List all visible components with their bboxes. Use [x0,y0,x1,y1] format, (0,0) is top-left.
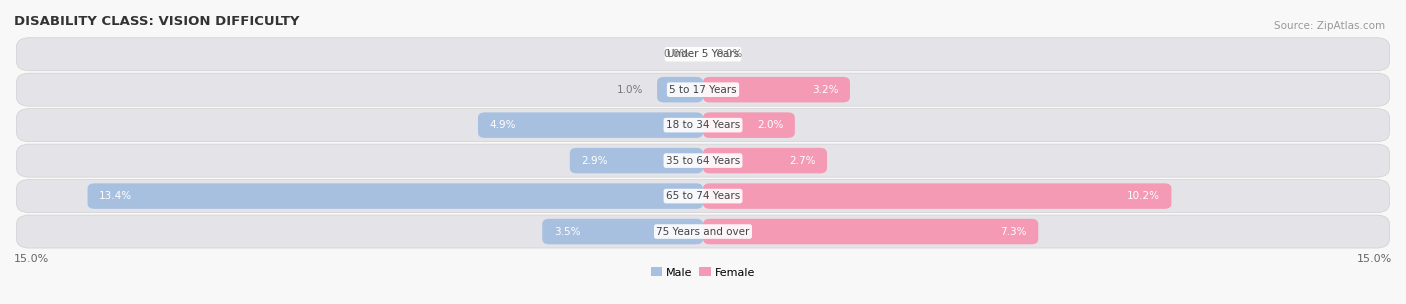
FancyBboxPatch shape [17,215,1389,248]
FancyBboxPatch shape [17,38,1389,71]
Text: 2.9%: 2.9% [581,156,607,166]
FancyBboxPatch shape [703,112,794,138]
Text: 0.0%: 0.0% [664,49,689,59]
Text: 15.0%: 15.0% [14,254,49,264]
FancyBboxPatch shape [17,144,1389,177]
FancyBboxPatch shape [569,148,703,173]
Text: 13.4%: 13.4% [98,191,132,201]
Text: 65 to 74 Years: 65 to 74 Years [666,191,740,201]
Text: 0.0%: 0.0% [717,49,742,59]
FancyBboxPatch shape [17,180,1389,212]
Text: Under 5 Years: Under 5 Years [666,49,740,59]
FancyBboxPatch shape [703,183,1171,209]
Text: 3.5%: 3.5% [554,226,581,237]
Text: 35 to 64 Years: 35 to 64 Years [666,156,740,166]
Text: 75 Years and over: 75 Years and over [657,226,749,237]
Text: DISABILITY CLASS: VISION DIFFICULTY: DISABILITY CLASS: VISION DIFFICULTY [14,15,299,28]
Text: Source: ZipAtlas.com: Source: ZipAtlas.com [1274,21,1385,31]
Text: 3.2%: 3.2% [813,85,838,95]
FancyBboxPatch shape [478,112,703,138]
Text: 4.9%: 4.9% [489,120,516,130]
FancyBboxPatch shape [703,219,1038,244]
Text: 1.0%: 1.0% [617,85,644,95]
Text: 2.0%: 2.0% [756,120,783,130]
FancyBboxPatch shape [657,77,703,102]
FancyBboxPatch shape [703,77,851,102]
FancyBboxPatch shape [703,148,827,173]
Text: 10.2%: 10.2% [1128,191,1160,201]
Text: 7.3%: 7.3% [1000,226,1026,237]
Text: 15.0%: 15.0% [1357,254,1392,264]
Text: 2.7%: 2.7% [789,156,815,166]
FancyBboxPatch shape [17,73,1389,106]
Text: 18 to 34 Years: 18 to 34 Years [666,120,740,130]
FancyBboxPatch shape [543,219,703,244]
FancyBboxPatch shape [87,183,703,209]
FancyBboxPatch shape [17,109,1389,142]
Text: 5 to 17 Years: 5 to 17 Years [669,85,737,95]
Legend: Male, Female: Male, Female [647,263,759,282]
